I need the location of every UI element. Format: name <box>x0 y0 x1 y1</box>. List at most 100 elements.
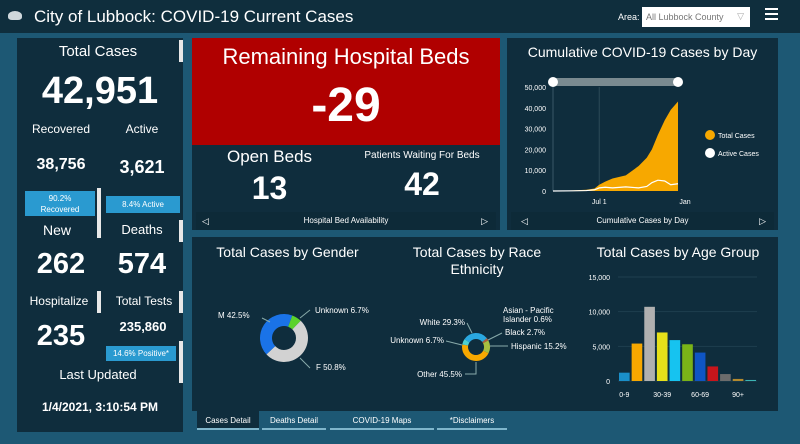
recovered-badge: 90.2% Recovered <box>25 191 95 216</box>
active-cases-line <box>552 179 679 192</box>
donut-slice <box>482 338 489 344</box>
tab-cases-detail[interactable]: Cases Detail <box>197 411 259 430</box>
y-tick-label: 10,000 <box>589 310 611 317</box>
slice-label: Unknown 6.7% <box>390 336 444 345</box>
race-title: Total Cases by Race Ethnicity <box>412 244 542 277</box>
age-bar <box>707 366 719 381</box>
active-badge: 8.4% Active <box>106 196 180 213</box>
recovered-value: 38,756 <box>36 156 86 173</box>
next-arrow-icon[interactable]: ▷ <box>759 216 766 226</box>
tab-disclaimers[interactable]: *Disclaimers <box>437 411 507 430</box>
y-tick-label: 0 <box>542 189 546 196</box>
deaths-value: 574 <box>117 248 167 280</box>
slice-label: Unknown 6.7% <box>315 306 369 315</box>
area-select[interactable]: All Lubbock County ▽ <box>642 7 750 27</box>
chevron-down-icon: ▽ <box>737 11 744 21</box>
new-value: 262 <box>36 248 86 280</box>
open-beds-label: Open Beds <box>226 147 313 166</box>
total-tests-label: Total Tests <box>115 294 173 308</box>
age-bar <box>682 344 693 381</box>
legend-swatch <box>705 148 715 158</box>
x-tick-label: 30-39 <box>653 392 671 399</box>
app-title: City of Lubbock: COVID-19 Current Cases <box>34 7 354 26</box>
legend-label: Total Cases <box>718 133 755 140</box>
y-tick-label: 50,000 <box>525 85 547 92</box>
age-bar <box>644 306 655 381</box>
donut-slice <box>461 344 489 362</box>
tab-covid-19-maps[interactable]: COVID-19 Maps <box>330 411 434 430</box>
city-logo <box>8 11 22 20</box>
scrollbar[interactable] <box>97 291 101 313</box>
x-tick-label: Jul 1 <box>592 199 607 206</box>
remaining-beds-title: Remaining Hospital Beds <box>222 44 470 69</box>
new-label: New <box>42 222 71 238</box>
last-updated-label: Last Updated <box>59 367 137 382</box>
x-tick-label: 0-9 <box>619 392 629 399</box>
next-arrow-icon[interactable]: ▷ <box>481 216 488 226</box>
x-tick-label: Jan <box>679 199 690 206</box>
prev-arrow-icon[interactable]: ◁ <box>202 216 209 226</box>
slice-label: Black 2.7% <box>505 328 545 337</box>
scrollbar[interactable] <box>97 188 101 238</box>
donut-slice <box>260 314 293 355</box>
total-cases-area <box>553 101 678 191</box>
total-cases-value: 42,951 <box>41 70 159 112</box>
y-tick-label: 10,000 <box>525 168 547 175</box>
cumulative-footer: ◁ Cumulative Cases by Day ▷ <box>511 212 774 230</box>
active-value: 3,621 <box>119 157 165 177</box>
age-title: Total Cases by Age Group <box>596 244 760 260</box>
hamburger-icon[interactable] <box>765 8 778 23</box>
waiting-value: 42 <box>404 166 440 202</box>
cumulative-footer-label: Cumulative Cases by Day <box>596 216 689 225</box>
gender-title: Total Cases by Gender <box>216 244 359 260</box>
range-slider-handle-right[interactable] <box>673 77 683 87</box>
slice-label: F 50.8% <box>316 363 346 372</box>
y-tick-label: 40,000 <box>525 106 547 113</box>
area-value: All Lubbock County <box>646 12 724 22</box>
age-bar <box>732 378 744 381</box>
age-bar <box>694 352 706 381</box>
slice-label: White 29.3% <box>420 318 465 327</box>
leader-lines <box>445 322 508 375</box>
scrollbar[interactable] <box>179 40 183 62</box>
scrollbar[interactable] <box>179 220 183 242</box>
range-slider-handle-left[interactable] <box>548 77 558 87</box>
cumulative-chart-panel: Cumulative COVID-19 Cases by Day ◁ Cumul… <box>507 38 778 230</box>
age-bar <box>619 372 630 381</box>
age-bar <box>720 374 731 381</box>
slice-label: Other 45.5% <box>417 370 462 379</box>
recovered-badge-text: Recovered <box>40 205 80 214</box>
x-tick-label: 60-69 <box>691 392 709 399</box>
scrollbar[interactable] <box>179 291 183 313</box>
y-tick-label: 30,000 <box>525 127 547 134</box>
legend-label: Active Cases <box>718 151 759 158</box>
x-tick-label: 90+ <box>732 392 744 399</box>
prev-arrow-icon[interactable]: ◁ <box>521 216 528 226</box>
scrollbar[interactable] <box>179 341 183 383</box>
age-bar <box>669 340 681 381</box>
recovered-percent: 90.2% <box>48 194 72 203</box>
deaths-label: Deaths <box>121 222 163 237</box>
slice-label: M 42.5% <box>218 311 250 320</box>
age-bar <box>745 379 756 381</box>
donut-slice <box>483 340 491 354</box>
hospitalized-label: Hospitalize <box>29 294 89 308</box>
summary-panel: Total Cases 42,951 Recovered Active 38,7… <box>17 38 183 432</box>
total-cases-label: Total Cases <box>58 43 138 60</box>
beds-footer: ◁ Hospital Bed Availability ▷ <box>196 212 496 230</box>
chart-title: Cumulative COVID-19 Cases by Day <box>527 44 758 60</box>
open-beds-value: 13 <box>251 170 288 206</box>
y-tick-label: 20,000 <box>525 147 547 154</box>
slice-label: Asian - Pacific <box>503 306 554 315</box>
y-tick-label: 15,000 <box>589 275 611 282</box>
beds-footer-label: Hospital Bed Availability <box>303 216 389 225</box>
age-bar <box>631 343 643 381</box>
range-slider-track <box>553 78 678 86</box>
tab-deaths-detail[interactable]: Deaths Detail <box>262 411 326 430</box>
donut-slice <box>464 333 487 343</box>
slice-label: Islander 0.6% <box>503 315 552 324</box>
donut-slice <box>266 320 309 363</box>
remaining-beds-alert: Remaining Hospital Beds -29 <box>192 38 500 145</box>
